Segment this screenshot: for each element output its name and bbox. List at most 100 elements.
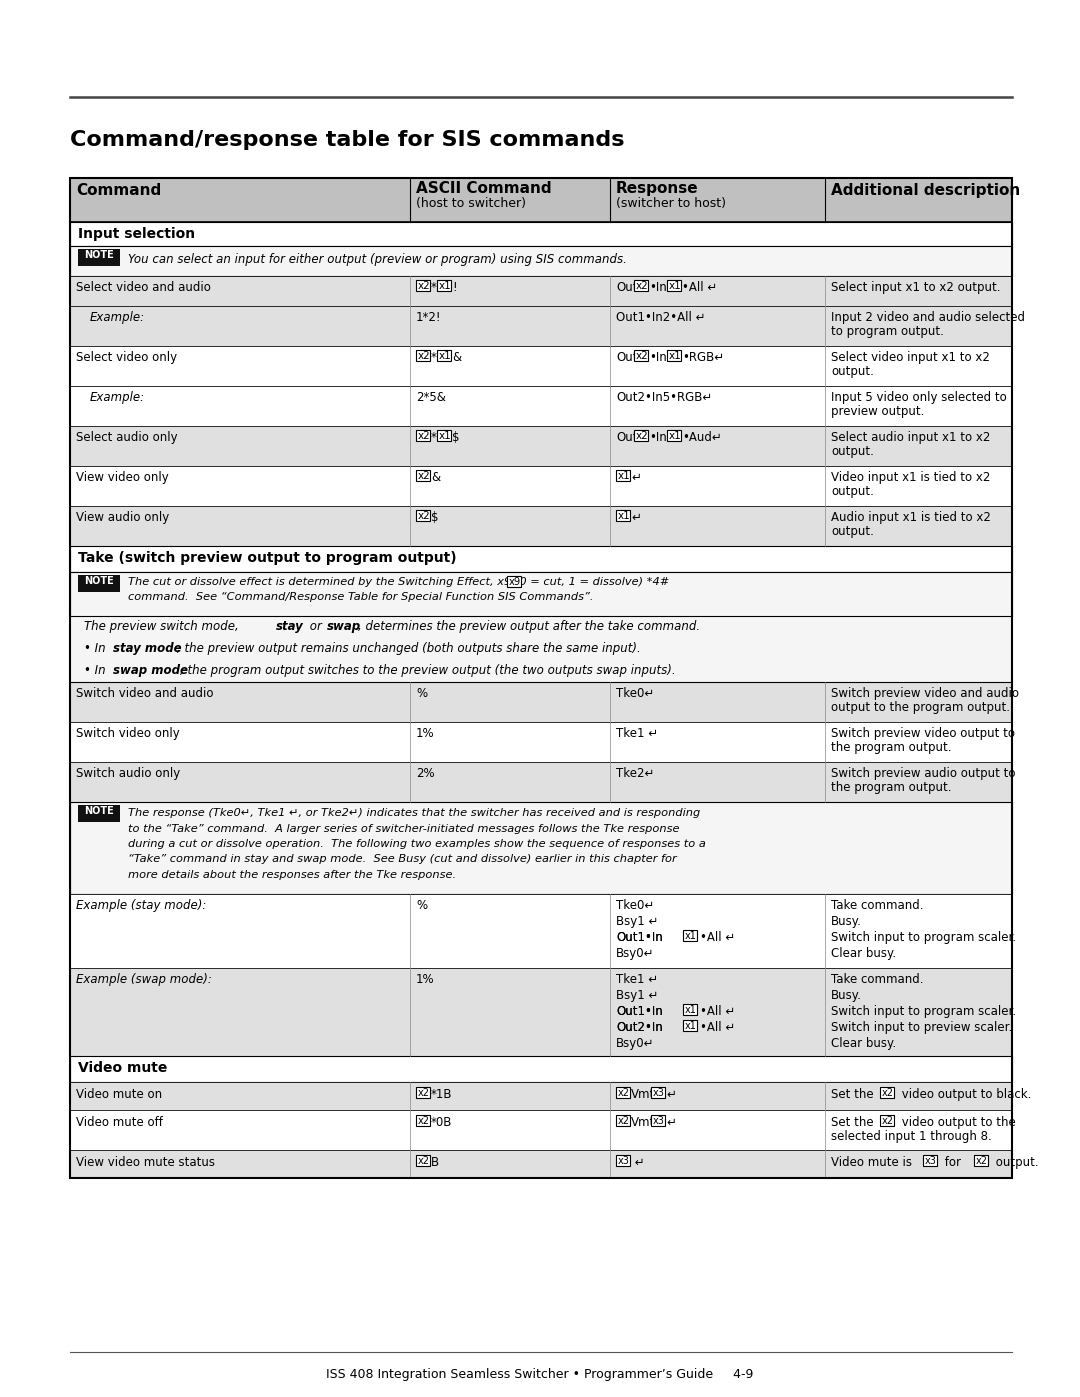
Text: The preview switch mode,: The preview switch mode,: [84, 620, 243, 633]
Text: x1: x1: [685, 1004, 697, 1016]
Text: Command: Command: [76, 183, 161, 198]
Text: x2: x2: [618, 1088, 630, 1098]
Text: Switch audio only: Switch audio only: [76, 767, 180, 780]
Text: output to the program output.: output to the program output.: [831, 701, 1010, 714]
Text: swap mode: swap mode: [113, 664, 188, 678]
Text: 1%: 1%: [416, 972, 434, 986]
Bar: [683, 1004, 697, 1016]
Text: Vmt: Vmt: [631, 1088, 656, 1101]
Text: Take command.: Take command.: [831, 900, 923, 912]
Text: • In: • In: [84, 643, 109, 655]
Bar: [70, 177, 1012, 1178]
Text: output.: output.: [831, 525, 874, 538]
Text: •All ↵: •All ↵: [681, 281, 717, 293]
Text: x1: x1: [618, 471, 631, 481]
Text: %: %: [416, 900, 427, 912]
Text: Out1•In2•All ↵: Out1•In2•All ↵: [616, 312, 705, 324]
Text: stay mode: stay mode: [113, 643, 181, 655]
Text: output.: output.: [831, 446, 874, 458]
Text: Video input x1 is tied to x2: Video input x1 is tied to x2: [831, 471, 990, 483]
Text: , determines the preview output after the take command.: , determines the preview output after th…: [357, 620, 700, 633]
Text: x2: x2: [418, 1116, 430, 1126]
Text: %: %: [416, 687, 427, 700]
Text: 1%: 1%: [416, 726, 434, 740]
Text: x1: x1: [669, 281, 681, 291]
Text: Select audio only: Select audio only: [76, 432, 177, 444]
Text: x1: x1: [669, 351, 681, 360]
Bar: [416, 430, 430, 441]
Bar: [70, 571, 1012, 616]
Text: Additional description: Additional description: [831, 183, 1021, 198]
Text: x1: x1: [685, 1021, 697, 1031]
Text: to program output.: to program output.: [831, 326, 944, 338]
Bar: [634, 279, 648, 291]
Bar: [78, 249, 120, 265]
Bar: [507, 576, 521, 587]
Text: x2: x2: [418, 281, 431, 291]
Text: Input 5 video only selected to: Input 5 video only selected to: [831, 391, 1007, 404]
Text: Bsy0↵: Bsy0↵: [616, 947, 654, 960]
Text: Busy.: Busy.: [831, 915, 862, 928]
Text: View video only: View video only: [76, 471, 168, 483]
Text: Out: Out: [616, 351, 637, 365]
Text: Switch input to program scaler.: Switch input to program scaler.: [831, 930, 1016, 944]
Text: Switch preview video output to: Switch preview video output to: [831, 726, 1015, 740]
Text: Example (swap mode):: Example (swap mode):: [76, 972, 212, 986]
Text: *0B: *0B: [431, 1116, 453, 1129]
Bar: [70, 222, 1012, 246]
Bar: [416, 1115, 430, 1126]
Text: Switch preview audio output to: Switch preview audio output to: [831, 767, 1015, 780]
Text: $: $: [453, 432, 459, 444]
Text: , the program output switches to the preview output (the two outputs swap inputs: , the program output switches to the pre…: [180, 664, 676, 678]
Bar: [416, 1087, 430, 1098]
Text: Bsy1 ↵: Bsy1 ↵: [616, 989, 659, 1002]
Text: ↵: ↵: [666, 1088, 676, 1101]
Text: Select audio input x1 to x2: Select audio input x1 to x2: [831, 432, 990, 444]
Text: command.  See “Command/Response Table for Special Function SIS Commands”.: command. See “Command/Response Table for…: [129, 592, 594, 602]
Text: , the preview output remains unchanged (both outputs share the same input).: , the preview output remains unchanged (…: [177, 643, 640, 655]
Text: (switcher to host): (switcher to host): [616, 197, 726, 210]
Text: the program output.: the program output.: [831, 781, 951, 793]
Bar: [616, 1115, 630, 1126]
Bar: [78, 576, 120, 592]
Text: Bsy0↵: Bsy0↵: [616, 1037, 654, 1051]
Bar: [70, 546, 1012, 571]
Bar: [70, 722, 1012, 761]
Text: NOTE: NOTE: [84, 250, 113, 260]
Text: •Aud↵: •Aud↵: [681, 432, 721, 444]
Text: Example:: Example:: [90, 312, 145, 324]
Text: *1B: *1B: [431, 1088, 453, 1101]
Text: Example:: Example:: [90, 391, 145, 404]
Text: for: for: [941, 1155, 964, 1169]
Text: Bsy1 ↵: Bsy1 ↵: [616, 915, 659, 928]
Text: Switch video and audio: Switch video and audio: [76, 687, 214, 700]
Bar: [880, 1115, 894, 1126]
Text: Out1•In: Out1•In: [616, 930, 663, 944]
Text: Select video and audio: Select video and audio: [76, 281, 211, 293]
Bar: [667, 279, 681, 291]
Text: ISS 408 Integration Seamless Switcher • Programmer’s Guide     4-9: ISS 408 Integration Seamless Switcher • …: [326, 1368, 754, 1382]
Text: •In: •In: [649, 351, 666, 365]
Text: *: *: [431, 351, 437, 365]
Bar: [683, 1020, 697, 1031]
Text: 2%: 2%: [416, 767, 434, 780]
Bar: [616, 510, 630, 521]
Text: x2: x2: [636, 281, 649, 291]
Text: Out: Out: [616, 281, 637, 293]
Text: Switch input to program scaler.: Switch input to program scaler.: [831, 1004, 1016, 1018]
Bar: [437, 351, 451, 360]
Text: or: or: [306, 620, 326, 633]
Text: Switch preview video and audio: Switch preview video and audio: [831, 687, 1020, 700]
Text: to the “Take” command.  A larger series of switcher-initiated messages follows t: to the “Take” command. A larger series o…: [129, 823, 679, 834]
Text: Video mute on: Video mute on: [76, 1088, 162, 1101]
Text: x3: x3: [618, 1155, 630, 1166]
Bar: [70, 1150, 1012, 1178]
Bar: [880, 1087, 894, 1098]
Text: NOTE: NOTE: [84, 576, 113, 585]
Text: selected input 1 through 8.: selected input 1 through 8.: [831, 1130, 991, 1143]
Text: Video mute is: Video mute is: [831, 1155, 916, 1169]
Text: x2: x2: [636, 351, 649, 360]
Text: Response: Response: [616, 182, 699, 196]
Text: •All ↵: •All ↵: [700, 1004, 735, 1018]
Bar: [70, 1056, 1012, 1083]
